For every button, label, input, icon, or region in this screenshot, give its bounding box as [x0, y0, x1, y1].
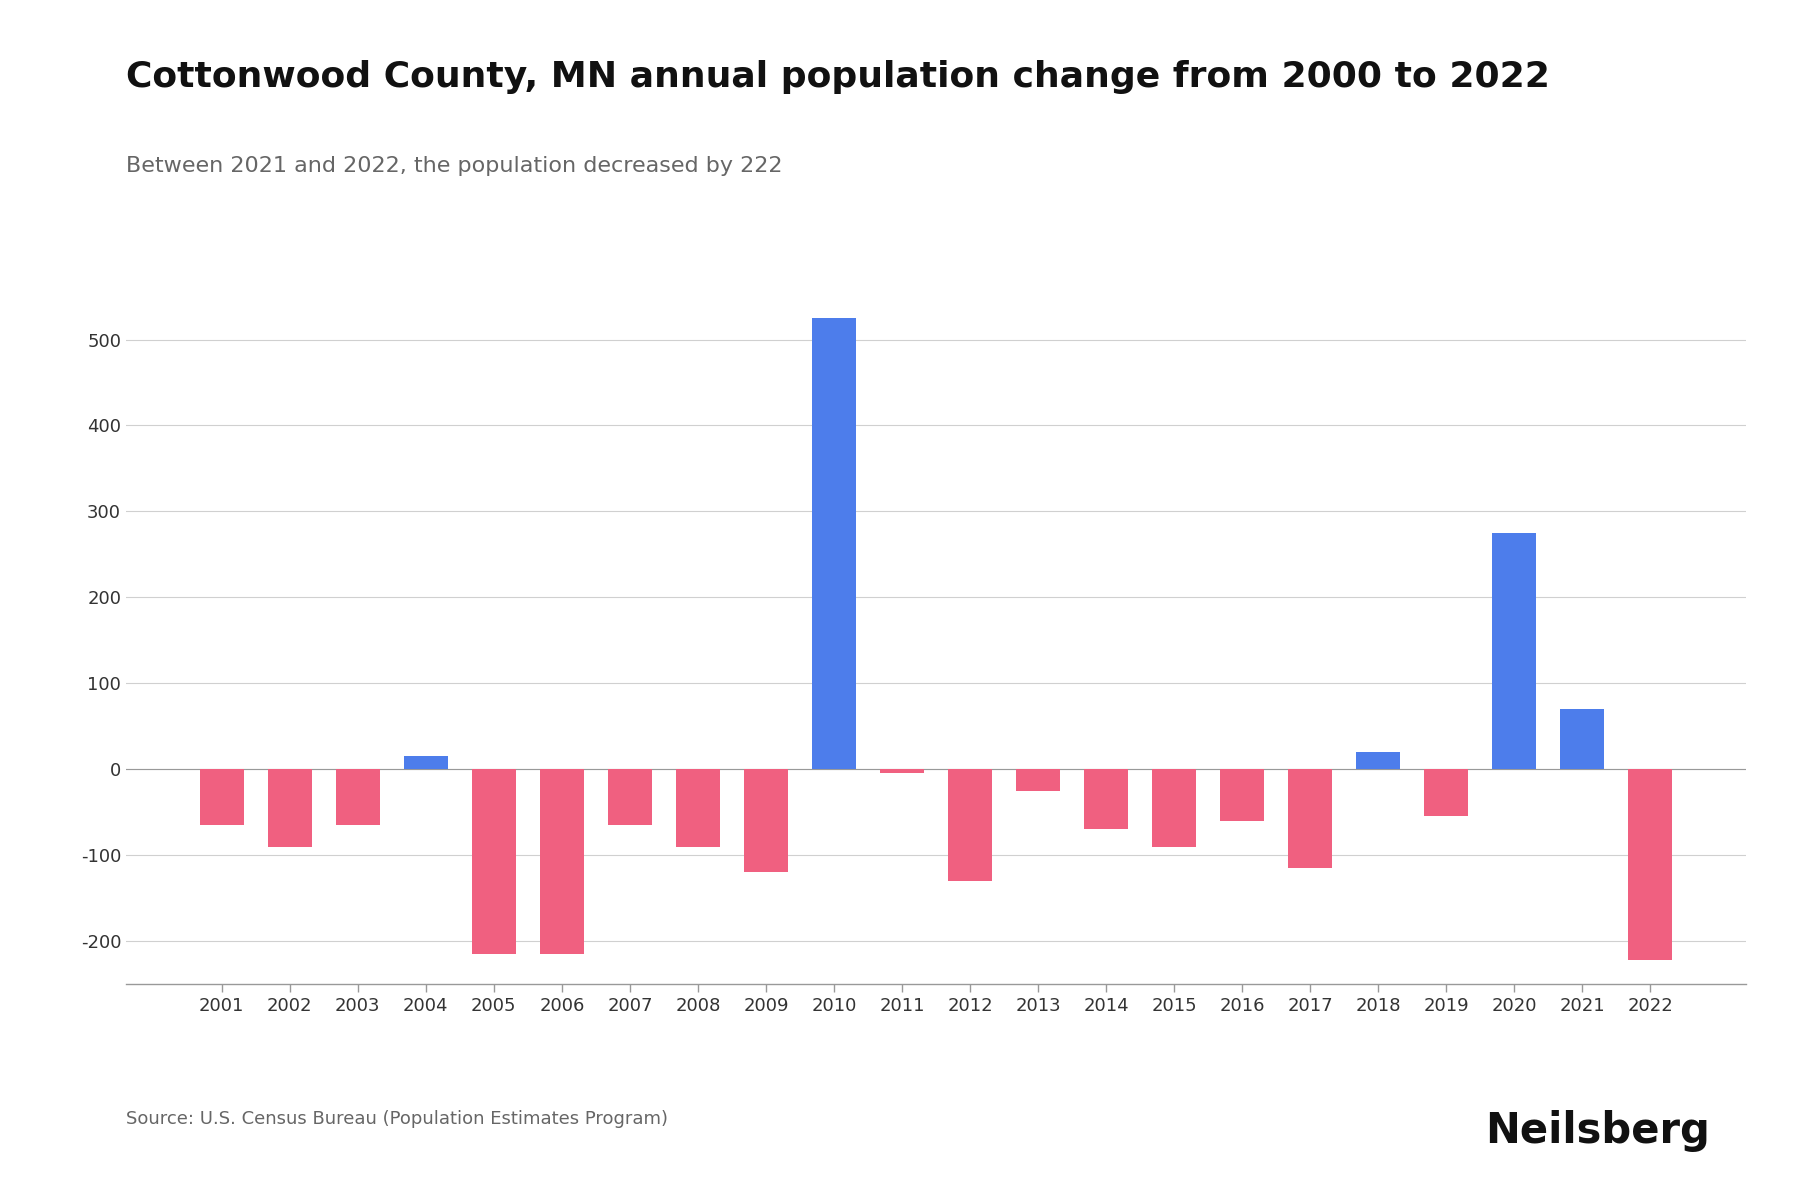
Text: Between 2021 and 2022, the population decreased by 222: Between 2021 and 2022, the population de… [126, 156, 783, 176]
Text: Cottonwood County, MN annual population change from 2000 to 2022: Cottonwood County, MN annual population … [126, 60, 1550, 94]
Bar [608, 769, 652, 826]
Bar [1629, 769, 1672, 960]
Bar [540, 769, 583, 954]
Bar [268, 769, 311, 846]
Bar [743, 769, 788, 872]
Bar [1152, 769, 1197, 846]
Bar [949, 769, 992, 881]
Bar [1220, 769, 1264, 821]
Bar [403, 756, 448, 769]
Bar [335, 769, 380, 826]
Bar [1561, 709, 1604, 769]
Bar [200, 769, 243, 826]
Text: Source: U.S. Census Bureau (Population Estimates Program): Source: U.S. Census Bureau (Population E… [126, 1110, 668, 1128]
Bar [1424, 769, 1469, 816]
Bar [472, 769, 517, 954]
Bar [1289, 769, 1332, 868]
Text: Neilsberg: Neilsberg [1485, 1110, 1710, 1152]
Bar [812, 318, 857, 769]
Bar [1492, 533, 1537, 769]
Bar [675, 769, 720, 846]
Bar [1015, 769, 1060, 791]
Bar [1355, 752, 1400, 769]
Bar [880, 769, 923, 774]
Bar [1084, 769, 1129, 829]
